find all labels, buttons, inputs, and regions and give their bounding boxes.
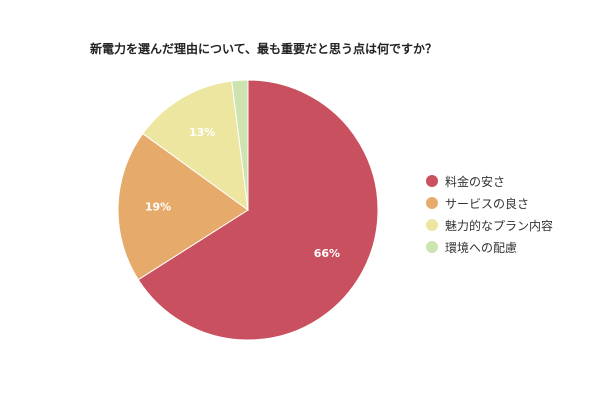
legend-label-3: 環境への配慮 <box>445 240 518 255</box>
legend-item-2[interactable]: 魅力的なプラン内容 <box>426 214 553 236</box>
legend-label-1: サービスの良さ <box>445 196 530 211</box>
legend-label-0: 料金の安さ <box>445 174 506 189</box>
legend-swatch-2 <box>426 219 438 231</box>
legend-swatch-1 <box>426 197 438 209</box>
legend-item-1[interactable]: サービスの良さ <box>426 192 553 214</box>
pie-slice-2[interactable] <box>142 80 249 212</box>
legend-item-3[interactable]: 環境への配慮 <box>426 236 553 258</box>
legend-swatch-3 <box>426 241 438 253</box>
pie-slice-1[interactable] <box>117 132 249 281</box>
pie-slice-3[interactable] <box>231 79 249 211</box>
pie-slice-label-0: 66% <box>314 247 340 260</box>
legend-label-2: 魅力的なプラン内容 <box>445 218 554 233</box>
pie-slice-label-1: 19% <box>145 201 171 214</box>
pie-slice-0[interactable] <box>137 79 379 341</box>
chart-title: 新電力を選んだ理由について、最も重要だと思う点は何ですか？ <box>90 42 438 56</box>
pie-slice-label-2: 13% <box>189 126 215 139</box>
legend-item-0[interactable]: 料金の安さ <box>426 170 553 192</box>
legend: 料金の安さ サービスの良さ 魅力的なプラン内容 環境への配慮 <box>426 170 553 258</box>
legend-swatch-0 <box>426 175 438 187</box>
